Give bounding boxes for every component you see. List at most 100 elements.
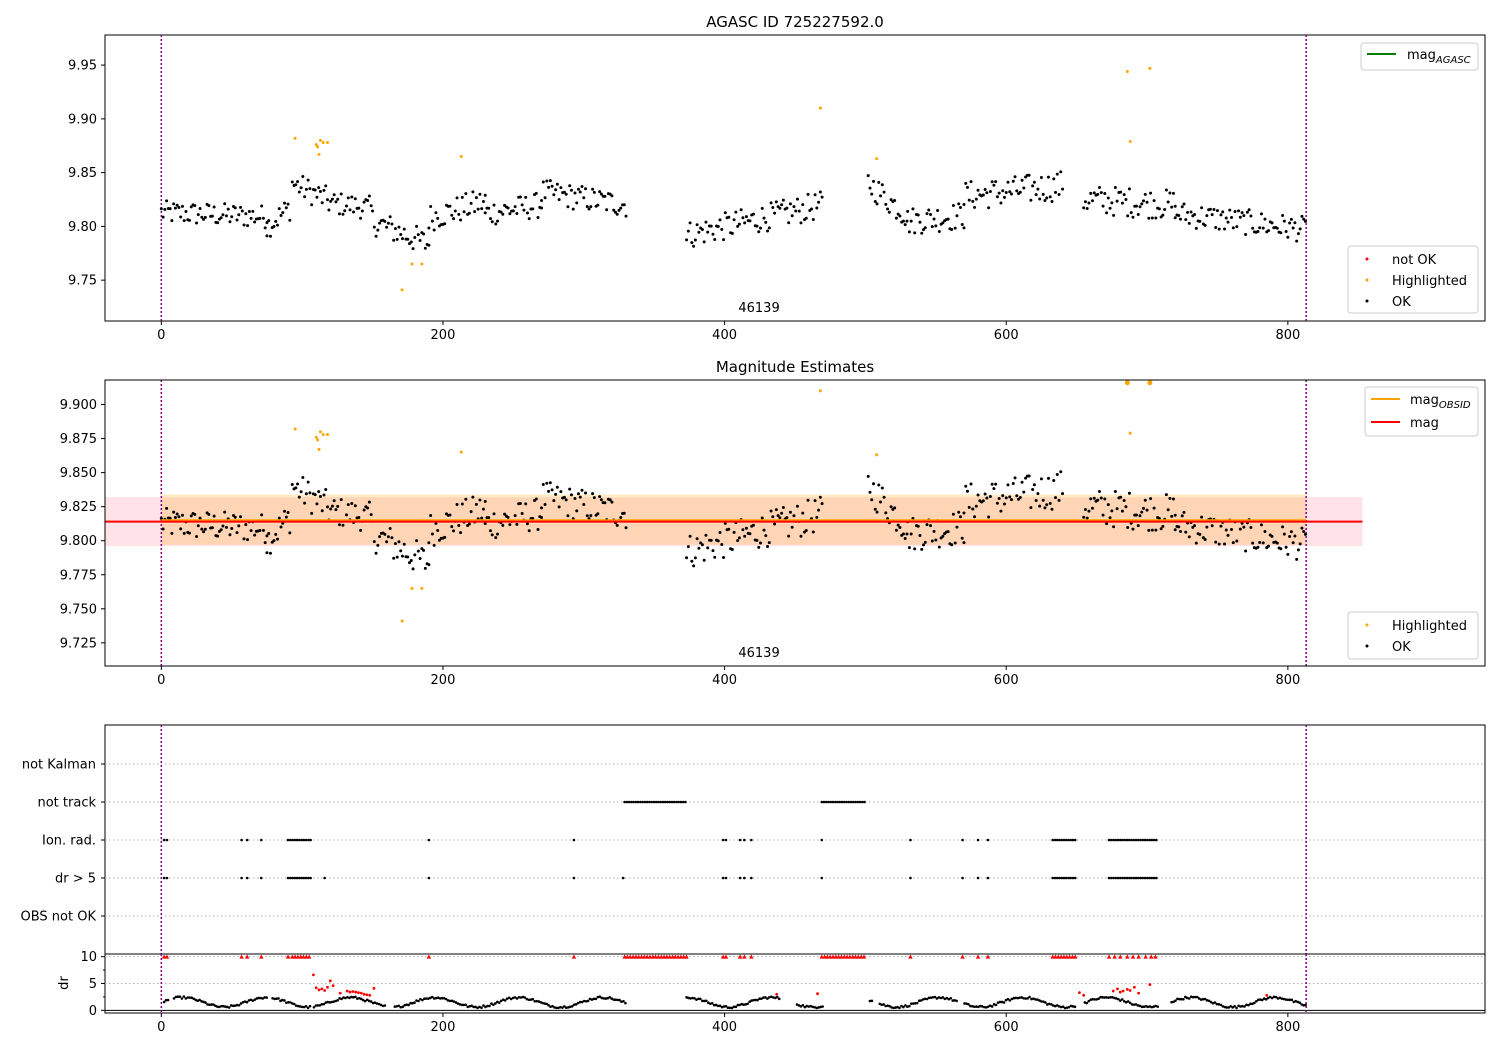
ok-point xyxy=(1034,193,1038,197)
ok-point xyxy=(457,524,461,528)
y-tick-label: 9.775 xyxy=(60,568,97,583)
flag-point xyxy=(986,838,990,842)
ok-point xyxy=(501,212,505,216)
ok-point xyxy=(1266,544,1270,548)
ok-point xyxy=(1090,199,1094,203)
dr-point xyxy=(1016,996,1020,1000)
dr-point xyxy=(192,997,196,1001)
dr-point xyxy=(975,1005,978,1008)
ok-point xyxy=(202,530,206,534)
dr-point xyxy=(405,1003,408,1006)
dr-point xyxy=(255,997,259,1000)
ok-point xyxy=(159,207,163,211)
dr-point xyxy=(699,997,702,1001)
flag-point xyxy=(820,876,824,880)
ok-point xyxy=(325,198,329,202)
flag-point xyxy=(291,838,294,842)
ok-point xyxy=(582,196,586,200)
dr-point xyxy=(768,995,771,999)
ok-point xyxy=(290,180,294,184)
dr-point xyxy=(898,1006,901,1010)
flag-point xyxy=(572,876,576,880)
ok-point xyxy=(596,203,600,207)
x-tick-label: 600 xyxy=(994,1020,1019,1035)
ok-point xyxy=(1217,227,1221,231)
dr-point xyxy=(998,1000,1002,1004)
flag-point xyxy=(721,876,725,880)
dr-point xyxy=(738,1003,742,1007)
ok-point xyxy=(997,191,1001,195)
dr-point xyxy=(949,996,953,1000)
ok-point xyxy=(383,532,387,536)
ok-point xyxy=(889,505,893,509)
dr-point xyxy=(1251,1002,1254,1006)
flag-point xyxy=(1130,876,1133,880)
flag-point xyxy=(657,800,660,804)
dr-point xyxy=(973,1005,976,1009)
ok-point xyxy=(276,537,279,541)
flag-point xyxy=(976,838,980,842)
ok-point xyxy=(736,539,740,543)
dr-red-point xyxy=(1137,991,1140,995)
dr-point xyxy=(393,1005,397,1008)
flag-point xyxy=(721,838,725,842)
ok-point xyxy=(958,205,962,209)
flag-point xyxy=(1067,838,1070,842)
ok-point xyxy=(1050,507,1054,511)
dr-point xyxy=(166,998,170,1002)
dr-clipped-marker xyxy=(1143,954,1148,959)
flag-point xyxy=(1121,838,1124,842)
dr-red-point xyxy=(357,991,360,995)
dr-point xyxy=(324,1001,328,1004)
dr-point xyxy=(1120,998,1124,1001)
dr-point xyxy=(811,1005,815,1009)
ok-point xyxy=(1138,205,1142,209)
ok-point xyxy=(1105,211,1109,215)
ok-point xyxy=(566,514,570,518)
highlighted-point xyxy=(1147,380,1153,386)
ok-point xyxy=(488,529,492,533)
dr-point xyxy=(1008,999,1012,1002)
ok-point xyxy=(460,195,464,199)
dr-point xyxy=(1217,1003,1221,1006)
ok-point xyxy=(1054,496,1058,500)
dr-point xyxy=(208,1003,211,1007)
dr-point xyxy=(397,1004,401,1008)
ok-point xyxy=(527,217,531,221)
dr-point xyxy=(289,1001,292,1004)
dr-clipped-marker xyxy=(306,954,312,959)
dr-point xyxy=(586,999,590,1003)
flag-point xyxy=(298,838,301,842)
dr-point xyxy=(359,997,363,1001)
ok-point xyxy=(921,228,925,232)
dr-point xyxy=(813,1005,817,1009)
dr-clipped-marker xyxy=(659,954,664,959)
ok-point xyxy=(751,212,755,216)
flag-point xyxy=(309,838,312,842)
dr-point xyxy=(752,998,755,1002)
y-tick-label: 9.725 xyxy=(60,636,97,651)
ok-point xyxy=(987,206,991,210)
ok-point xyxy=(951,203,955,207)
ok-point xyxy=(936,208,940,212)
dr-point xyxy=(955,999,958,1003)
ok-point xyxy=(492,512,496,516)
dr-point xyxy=(363,999,367,1003)
ok-point xyxy=(457,212,461,216)
ok-point xyxy=(976,188,980,192)
ok-point xyxy=(464,497,468,501)
ok-point xyxy=(288,531,292,535)
highlighted-point xyxy=(321,432,325,436)
ok-point xyxy=(1284,545,1288,549)
flag-point xyxy=(623,800,626,804)
dr-point xyxy=(730,1006,734,1010)
ok-point xyxy=(376,543,380,547)
highlighted-point xyxy=(420,262,424,266)
flag-point xyxy=(295,876,299,880)
ok-point xyxy=(265,534,269,538)
dr-point xyxy=(772,996,775,999)
dr-point xyxy=(283,999,286,1002)
dr-point xyxy=(245,1000,249,1004)
ok-point xyxy=(1029,198,1033,202)
flag-point xyxy=(427,876,431,880)
